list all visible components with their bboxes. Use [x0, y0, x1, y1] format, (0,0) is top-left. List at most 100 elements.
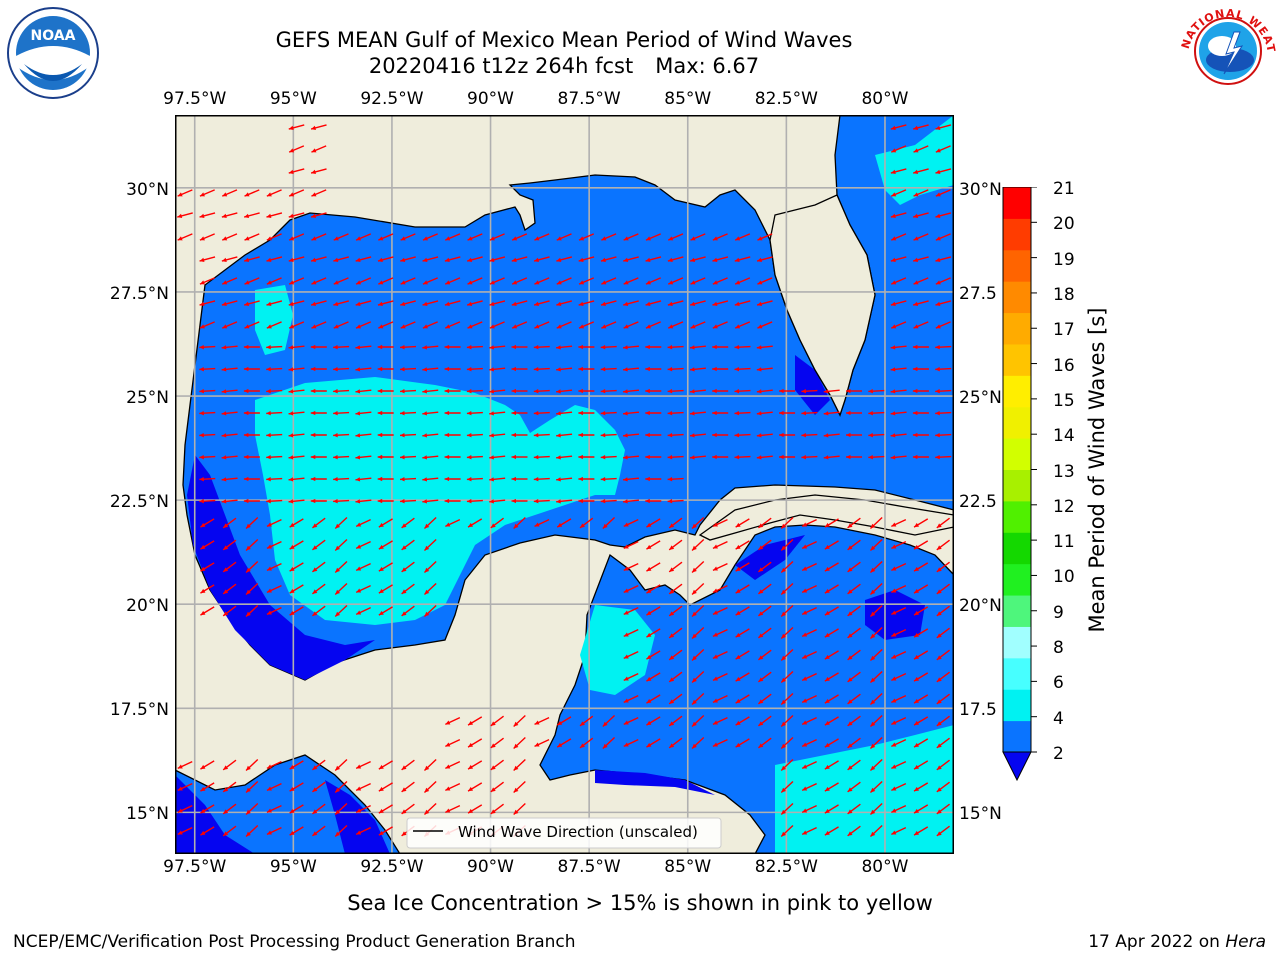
wave-direction-arrow — [333, 477, 350, 482]
wave-direction-arrow — [935, 367, 952, 372]
wave-direction-arrow — [177, 760, 193, 770]
wave-direction-arrow — [199, 212, 216, 219]
wave-direction-arrow — [221, 389, 238, 394]
wave-direction-arrow — [913, 606, 929, 616]
wave-direction-arrow — [401, 517, 415, 529]
wave-direction-arrow — [847, 561, 861, 573]
wave-direction-arrow — [600, 477, 617, 482]
wave-direction-arrow — [869, 781, 883, 793]
wave-direction-arrow — [533, 256, 550, 263]
wave-direction-arrow — [266, 321, 282, 329]
wave-direction-arrow — [401, 561, 415, 573]
wave-direction-arrow — [311, 539, 326, 551]
wave-direction-arrow — [668, 517, 683, 529]
wave-direction-arrow — [199, 389, 216, 394]
wave-direction-arrow — [266, 345, 283, 350]
wave-direction-arrow — [912, 366, 929, 372]
wave-direction-arrow — [245, 803, 259, 815]
colorbar-tick-label: 8 — [1053, 638, 1064, 659]
wave-direction-arrow — [244, 189, 260, 197]
wave-direction-arrow — [200, 826, 215, 836]
wave-direction-arrow — [780, 803, 794, 815]
wave-direction-arrow — [734, 411, 751, 416]
wave-direction-arrow — [600, 345, 617, 350]
wave-direction-arrow — [890, 389, 907, 394]
wave-direction-arrow — [668, 605, 683, 617]
wave-direction-arrow — [890, 367, 907, 372]
wave-direction-arrow — [935, 345, 952, 350]
wave-direction-arrow — [556, 477, 573, 482]
wave-direction-arrow — [466, 367, 483, 372]
wave-direction-arrow — [489, 256, 506, 263]
wave-direction-arrow — [490, 759, 505, 771]
wave-direction-arrow — [333, 367, 350, 372]
wave-direction-arrow — [623, 672, 639, 682]
wave-direction-arrow — [511, 454, 528, 460]
wave-direction-arrow — [377, 476, 394, 482]
wave-direction-arrow — [311, 583, 326, 595]
wave-direction-arrow — [801, 650, 817, 660]
wave-direction-arrow — [400, 300, 416, 307]
wave-direction-arrow — [913, 562, 929, 572]
wave-direction-arrow — [691, 627, 705, 639]
wave-direction-arrow — [667, 389, 684, 394]
wave-direction-arrow — [646, 562, 661, 572]
wave-direction-arrow — [288, 124, 305, 131]
wave-direction-arrow — [622, 433, 640, 438]
wave-direction-arrow — [289, 518, 304, 528]
wave-direction-arrow — [533, 499, 550, 504]
wave-direction-arrow — [780, 715, 794, 727]
wave-direction-arrow — [801, 540, 817, 550]
wave-direction-arrow — [622, 345, 640, 350]
wave-direction-arrow — [801, 804, 817, 814]
wave-direction-arrow — [177, 782, 193, 792]
wave-direction-arrow — [489, 499, 506, 504]
wave-direction-arrow — [667, 277, 684, 285]
wave-direction-arrow — [757, 583, 772, 595]
wave-direction-arrow — [779, 388, 796, 394]
wave-direction-arrow — [712, 410, 729, 416]
wave-direction-arrow — [378, 277, 394, 285]
wave-direction-arrow — [489, 477, 506, 482]
wave-direction-arrow — [444, 233, 461, 241]
wave-direction-arrow — [735, 628, 750, 638]
wave-direction-arrow — [489, 300, 506, 307]
wave-direction-arrow — [221, 189, 238, 197]
wave-direction-arrow — [846, 410, 862, 416]
wave-direction-arrow — [423, 605, 437, 617]
wave-direction-arrow — [378, 826, 393, 836]
wave-direction-arrow — [355, 584, 371, 594]
wave-direction-arrow — [310, 256, 327, 263]
wave-direction-arrow — [289, 584, 304, 594]
wave-direction-arrow — [422, 477, 439, 482]
wave-direction-arrow — [646, 672, 661, 682]
map-panel: Wind Wave Direction (unscaled) — [175, 115, 954, 854]
wave-direction-arrow — [511, 410, 528, 416]
wave-direction-arrow — [422, 256, 439, 263]
lat-label-left: 22.5°N — [109, 492, 169, 513]
wave-direction-arrow — [288, 477, 305, 482]
wave-direction-arrow — [869, 539, 883, 551]
wave-direction-arrow — [311, 517, 326, 529]
wave-direction-arrow — [423, 759, 437, 771]
wave-direction-arrow — [266, 499, 283, 504]
wave-direction-arrow — [534, 233, 550, 241]
wave-direction-arrow — [467, 782, 483, 792]
wave-direction-arrow — [511, 344, 528, 350]
wave-direction-arrow — [646, 584, 661, 594]
wave-direction-arrow — [735, 562, 750, 572]
wave-direction-arrow — [890, 145, 907, 153]
colorbar-tick-label: 14 — [1053, 426, 1075, 447]
wave-direction-arrow — [780, 737, 794, 749]
wave-direction-arrow — [556, 300, 573, 307]
wave-direction-arrow — [712, 454, 729, 460]
lon-label-top: 90°W — [467, 89, 515, 109]
wave-direction-arrow — [912, 256, 929, 263]
wave-direction-arrow — [355, 321, 372, 329]
wave-direction-arrow — [355, 389, 372, 394]
wave-direction-arrow — [221, 345, 238, 350]
wave-direction-arrow — [579, 737, 594, 749]
wave-direction-arrow — [378, 540, 393, 550]
wave-direction-arrow — [801, 826, 817, 836]
wave-direction-arrow — [600, 300, 617, 307]
